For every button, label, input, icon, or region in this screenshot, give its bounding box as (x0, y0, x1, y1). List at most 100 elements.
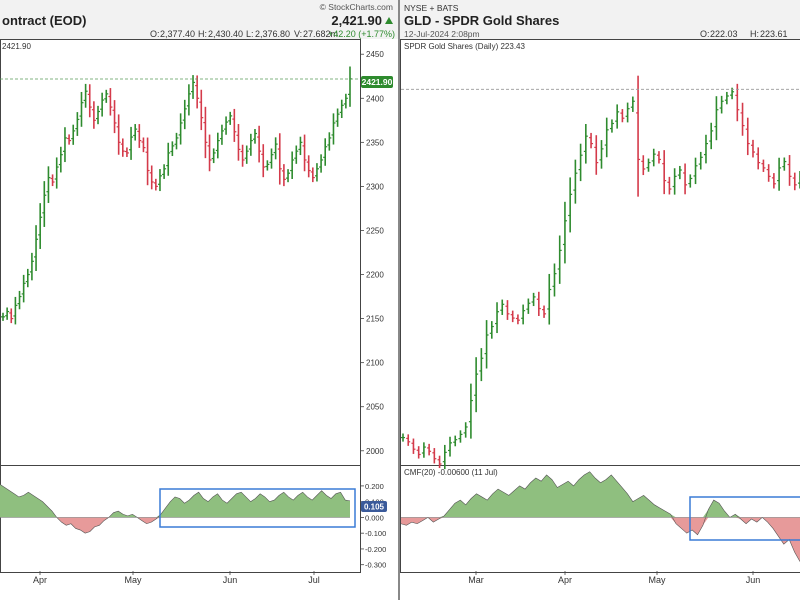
right-bar (677, 165, 682, 180)
right-bar (724, 91, 729, 105)
left-bar (261, 144, 266, 178)
left-bar (75, 112, 80, 136)
left-bar (79, 91, 84, 127)
left-bar (248, 133, 253, 156)
right-bar (583, 123, 588, 164)
left-bar (38, 203, 43, 249)
right-cmf-area (400, 471, 800, 562)
right-bar (761, 159, 766, 172)
left-cmf-negative-area (0, 517, 350, 534)
left-bar (120, 138, 125, 157)
right-bar (552, 263, 557, 297)
left-cmf-badge: 0.105 (361, 501, 387, 512)
right-bar (562, 201, 567, 264)
left-y-tick-label: 2150 (366, 315, 384, 324)
left-bar (310, 167, 315, 183)
left-y-tick-label: 2350 (366, 138, 384, 147)
left-cmf-badge-bg (361, 501, 387, 512)
left-x-tick-label: Jul (308, 575, 320, 585)
left-bar (240, 144, 245, 167)
right-bar (714, 96, 719, 141)
left-bar (257, 125, 262, 163)
left-cmf-area (0, 484, 351, 534)
right-bar (792, 172, 797, 191)
right-bar (698, 151, 703, 170)
right-bar (448, 436, 453, 457)
left-bar (46, 166, 51, 203)
right-chart-title: GLD - SPDR Gold Shares (404, 13, 559, 28)
left-bar (9, 308, 14, 324)
right-bar (589, 132, 594, 149)
left-bar (124, 147, 129, 157)
left-bar (191, 75, 196, 99)
right-bar (594, 135, 599, 175)
left-price-annotation: 2421.90 (2, 42, 31, 51)
left-bar (25, 268, 30, 288)
exchange-label: NYSE + BATS (404, 3, 459, 13)
left-bar (141, 137, 146, 153)
left-bar (195, 75, 200, 109)
right-bar (787, 155, 792, 186)
right-date: 12-Jul-2024 2:08pm (404, 29, 480, 39)
left-bar (96, 105, 101, 125)
right-bar (651, 148, 656, 167)
left-bar (281, 164, 286, 187)
left-bar (265, 160, 270, 171)
ohlc-open: 2,377.40 (160, 29, 195, 39)
left-bar (87, 84, 92, 118)
x-axes: Apr May Jun Jul Mar Apr May Jun (33, 571, 760, 585)
right-bar (766, 164, 771, 182)
left-bar (236, 124, 241, 161)
left-bar (112, 100, 117, 134)
last-price: 2,421.90 (331, 13, 382, 28)
ohlc-low: 2,376.80 (255, 29, 290, 39)
right-bar (646, 158, 651, 172)
left-chart-title: ontract (EOD) (2, 13, 87, 28)
right-bar (578, 143, 583, 182)
left-bar (62, 127, 67, 163)
left-header-bg (0, 0, 400, 39)
left-bar (302, 134, 307, 172)
left-bar (331, 113, 336, 145)
right-bar (437, 455, 442, 469)
left-bar (21, 274, 26, 303)
left-cmf-tick-label: -0.300 (365, 561, 386, 570)
ohlc-open-label: O: (150, 29, 160, 39)
right-bar (406, 434, 411, 446)
right-bar (745, 117, 750, 156)
left-bar (42, 181, 47, 227)
left-bar (54, 157, 59, 189)
left-bar (252, 129, 257, 144)
right-cmf-negative-area (401, 517, 800, 562)
left-bar (116, 114, 121, 155)
right-bar (703, 134, 708, 164)
right-x-tick-label: Jun (746, 575, 761, 585)
right-bar (709, 122, 714, 150)
right-bar (568, 177, 573, 233)
left-cmf-frame (0, 465, 361, 573)
left-bar (244, 145, 249, 164)
left-bar (199, 89, 204, 131)
right-bar (421, 442, 426, 458)
right-bar (500, 299, 505, 315)
right-bar (573, 159, 578, 204)
right-header-bg (400, 0, 800, 39)
left-price-y-axis: 2000 2050 2100 2150 2200 2250 2300 2350 2400 2450 (360, 50, 384, 456)
right-bar (740, 102, 745, 136)
left-cmf-badge-text: 0.105 (364, 503, 385, 512)
right-bar (641, 155, 646, 176)
right-bar (719, 95, 724, 114)
left-bar (186, 84, 191, 116)
left-bar (162, 164, 167, 179)
left-bar (1, 312, 5, 321)
right-bar (468, 383, 473, 439)
right-x-tick-label: May (648, 575, 666, 585)
triangle-up-icon (385, 17, 393, 24)
left-bar (129, 126, 134, 160)
right-ohlc-high: 223.61 (760, 29, 788, 39)
right-bar (782, 157, 787, 171)
right-bar (489, 321, 494, 339)
right-bar (625, 102, 630, 123)
